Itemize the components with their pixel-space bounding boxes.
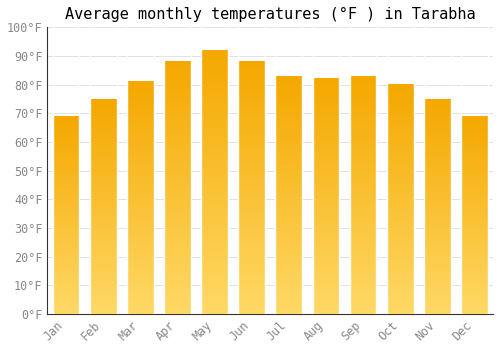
Title: Average monthly temperatures (°F ) in Tarabha: Average monthly temperatures (°F ) in Ta… — [65, 7, 476, 22]
